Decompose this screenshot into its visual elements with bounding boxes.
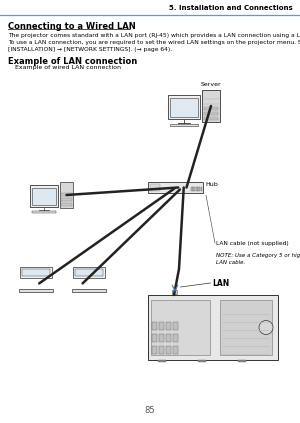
Text: [INSTALLATION] → [NETWORK SETTINGS]. (→ page 64).: [INSTALLATION] → [NETWORK SETTINGS]. (→ … xyxy=(8,47,172,52)
Bar xyxy=(148,295,278,360)
Bar xyxy=(22,269,50,276)
Bar xyxy=(158,360,166,362)
Bar xyxy=(75,269,103,276)
Bar xyxy=(32,211,56,213)
Bar xyxy=(198,187,200,191)
Text: LAN: LAN xyxy=(212,278,230,288)
Bar xyxy=(204,112,218,115)
Bar xyxy=(32,188,56,205)
Bar xyxy=(166,334,171,342)
Bar xyxy=(72,289,106,292)
Bar xyxy=(152,334,157,342)
Bar xyxy=(173,322,178,330)
Bar xyxy=(238,360,246,362)
Text: LAN cable (not supplied): LAN cable (not supplied) xyxy=(216,241,289,245)
Text: The projector comes standard with a LAN port (RJ-45) which provides a LAN connec: The projector comes standard with a LAN … xyxy=(8,33,300,38)
Text: Example of LAN connection: Example of LAN connection xyxy=(8,57,137,66)
Circle shape xyxy=(259,321,273,335)
Bar xyxy=(152,322,157,330)
Bar xyxy=(152,346,157,354)
Bar xyxy=(150,184,160,191)
Bar xyxy=(151,300,209,355)
Bar xyxy=(19,289,53,292)
Bar xyxy=(30,185,58,207)
Bar xyxy=(73,267,105,278)
Bar xyxy=(170,124,198,126)
Text: Connecting to a Wired LAN: Connecting to a Wired LAN xyxy=(8,22,136,31)
Bar xyxy=(20,267,52,278)
Bar xyxy=(159,334,164,342)
Bar xyxy=(148,182,203,193)
Bar xyxy=(201,187,203,191)
Bar xyxy=(159,322,164,330)
Bar xyxy=(191,187,193,191)
Bar xyxy=(170,98,198,117)
Bar xyxy=(61,198,72,201)
Text: 85: 85 xyxy=(145,406,155,415)
Bar xyxy=(198,360,206,362)
Text: Example of wired LAN connection: Example of wired LAN connection xyxy=(15,65,121,70)
Text: Hub: Hub xyxy=(205,181,218,187)
Bar xyxy=(173,346,178,354)
Bar xyxy=(172,290,177,294)
Bar xyxy=(166,322,171,330)
Bar xyxy=(61,203,72,206)
Bar xyxy=(204,117,218,120)
Bar xyxy=(202,90,220,122)
Text: 5. Installation and Connections: 5. Installation and Connections xyxy=(169,5,293,11)
Bar xyxy=(204,107,218,110)
Text: NOTE: Use a Category 5 or higher
LAN cable.: NOTE: Use a Category 5 or higher LAN cab… xyxy=(216,253,300,265)
Bar xyxy=(173,334,178,342)
Bar xyxy=(166,346,171,354)
Bar xyxy=(168,95,200,119)
Text: To use a LAN connection, you are required to set the wired LAN settings on the p: To use a LAN connection, you are require… xyxy=(8,40,300,45)
Bar xyxy=(194,187,195,191)
Bar xyxy=(196,187,198,191)
Bar xyxy=(220,300,272,355)
Text: Server: Server xyxy=(201,82,221,87)
Bar xyxy=(61,193,72,196)
Bar xyxy=(60,182,73,208)
Bar xyxy=(159,346,164,354)
